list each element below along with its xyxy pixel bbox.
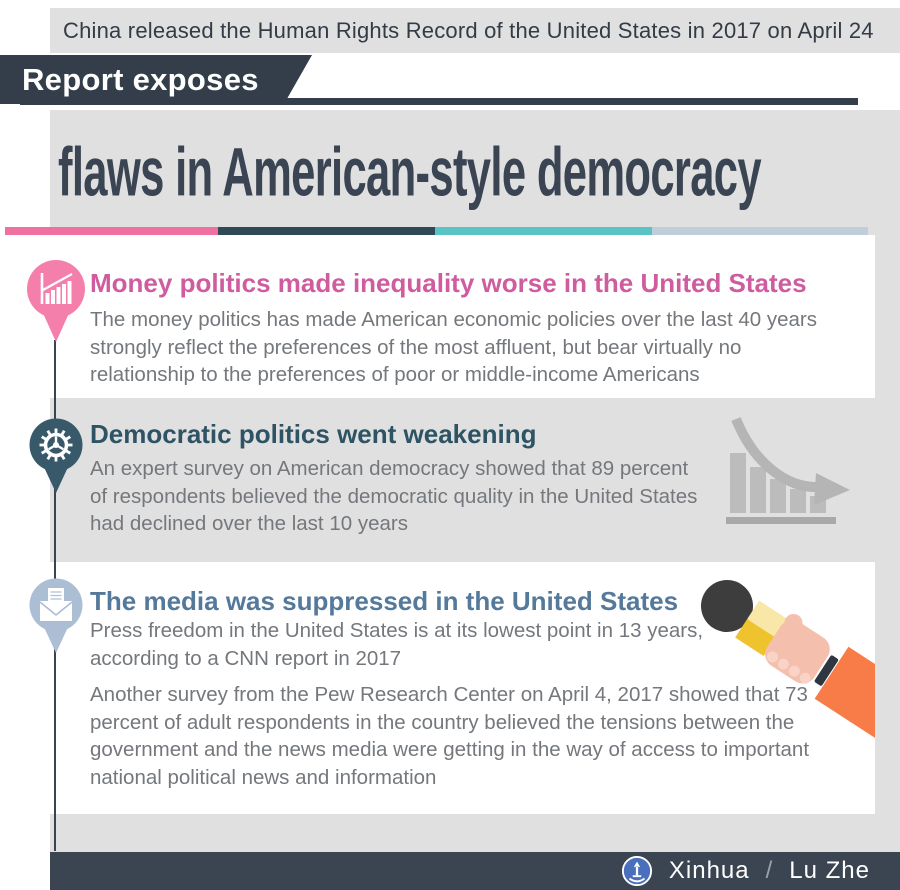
section-body-line: had declined over the last 10 years [90, 512, 408, 535]
footer-agency: Xinhua [668, 857, 750, 884]
mail-pin-icon [29, 578, 83, 653]
xinhua-logo-icon [621, 855, 652, 887]
meta-bar: China released the Human Rights Record o… [50, 8, 900, 53]
page-title: flaws in American-style democracy [58, 133, 762, 210]
section-body-line: strongly reflect the preferences of the … [90, 335, 742, 359]
bar-chart-icon [40, 273, 73, 304]
divider-segment-teal [435, 227, 652, 235]
section-divider [5, 227, 868, 235]
section-body: An expert survey on American democracy s… [90, 455, 697, 538]
section-body-line: relationship to the preferences of poor … [90, 363, 700, 386]
section-heading: The media was suppressed in the United S… [90, 586, 679, 616]
section-money-politics-block [50, 235, 875, 398]
footer-credit-line: Xinhua / Lu Zhe [669, 857, 870, 885]
section-body-line: Press freedom in the United States is at… [90, 619, 704, 642]
section-paragraph: Another survey from the Pew Research Cen… [90, 681, 809, 791]
section-media-block [50, 562, 875, 814]
microphone-illustration [701, 580, 875, 743]
section-body-line: Another survey from the Pew Research Cen… [90, 683, 808, 706]
mail-icon [39, 588, 73, 621]
mic-head-icon [701, 580, 753, 632]
banner-underline [20, 98, 858, 105]
footer-credit: Lu Zhe [789, 857, 870, 884]
footer-separator: / [765, 857, 774, 884]
section-body-line: according to a CNN report in 2017 [90, 646, 402, 670]
gear-icon [39, 428, 73, 462]
section-heading: Democratic politics went weakening [90, 419, 537, 449]
bar-chart-pin-icon [27, 260, 85, 342]
section-body-line: of respondents believed the democratic q… [90, 484, 698, 508]
gear-pin-icon [29, 418, 83, 493]
report-banner: Report exposes [0, 55, 312, 104]
footer-bar: Xinhua / Lu Zhe [50, 852, 900, 890]
section-body-line: national political news and information [90, 765, 437, 789]
section-body-line: percent of adult respondents in the coun… [90, 710, 795, 734]
section-paragraph: Press freedom in the United States is at… [90, 617, 703, 672]
section-body-line: An expert survey on American democracy s… [90, 457, 689, 480]
divider-segment-pink [5, 227, 218, 235]
section-body-line: government and the news media were getti… [90, 738, 810, 761]
divider-segment-dark [218, 227, 435, 235]
section-body-line: The money politics has made American eco… [90, 308, 817, 331]
watch-icon [814, 655, 839, 686]
section-heading: Money politics made inequality worse in … [90, 268, 807, 298]
report-banner-label: Report exposes [22, 61, 259, 97]
meta-bar-text: China released the Human Rights Record o… [63, 17, 874, 43]
section-body: The money politics has made American eco… [90, 306, 817, 389]
declining-chart-illustration [726, 417, 850, 524]
divider-segment-light [652, 227, 868, 235]
